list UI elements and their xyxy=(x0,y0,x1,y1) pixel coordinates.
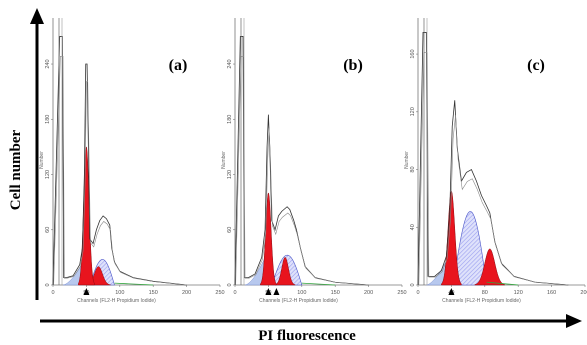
fit-outline xyxy=(418,52,570,286)
y-tick-label: 240 xyxy=(45,59,51,68)
histogram-panel-1: 060120180240050100150200250NumberChannel… xyxy=(39,18,225,304)
y-tick-label: 60 xyxy=(45,227,51,233)
y-tick-label: 120 xyxy=(410,107,416,116)
y-tick-label: 120 xyxy=(227,170,233,179)
x-tick-label: 100 xyxy=(297,290,306,296)
y-axis-arrowhead xyxy=(30,8,44,24)
y-tick-label: 240 xyxy=(227,59,233,68)
x-tick-label: 160 xyxy=(547,290,556,296)
x-tick-label: 150 xyxy=(149,290,158,296)
x-tick-label: 0 xyxy=(233,290,236,296)
peak-marker xyxy=(448,288,455,295)
x-tick-label: 80 xyxy=(482,290,488,296)
panel-label: (a) xyxy=(169,57,188,74)
plot-y-label: Number xyxy=(39,151,45,169)
peak-marker xyxy=(83,288,90,295)
y-tick-label: 0 xyxy=(227,283,233,286)
x-tick-label: 0 xyxy=(416,290,419,296)
aggregate-line xyxy=(114,282,154,286)
x-tick-label: 250 xyxy=(397,290,406,296)
y-tick-label: 180 xyxy=(227,115,233,124)
x-tick-label: 100 xyxy=(115,290,124,296)
y-tick-label: 80 xyxy=(410,166,416,172)
raw-histogram-outline xyxy=(417,32,569,286)
x-axis-title: PI fluorescence xyxy=(258,328,356,344)
x-tick-label: 0 xyxy=(51,290,54,296)
plot-x-label: Channels (FL2-H Propidium Iodide) xyxy=(77,298,156,304)
y-tick-label: 0 xyxy=(410,283,416,286)
g1-peak xyxy=(260,192,277,286)
plot-x-label: Channels (FL2-H Propidium Iodide) xyxy=(442,298,521,304)
peak-marker xyxy=(273,288,280,295)
x-tick-label: 120 xyxy=(514,290,523,296)
plot-x-label: Channels (FL2-H Propidium Iodide) xyxy=(259,298,338,304)
s-phase-area xyxy=(452,211,487,286)
y-tick-label: 0 xyxy=(45,283,51,286)
histogram-panel-2: 060120180240050100150200250NumberChannel… xyxy=(221,18,407,304)
panel-label: (b) xyxy=(343,57,363,74)
aggregate-line xyxy=(301,282,336,286)
aggregate-line xyxy=(486,281,519,286)
g2-peak xyxy=(474,248,506,286)
x-tick-label: 150 xyxy=(331,290,340,296)
histogram-panel-3: 0408012016004080120160200NumberChannels … xyxy=(404,18,587,304)
plot-y-label: Number xyxy=(221,151,227,169)
y-tick-label: 60 xyxy=(227,227,233,233)
y-tick-label: 120 xyxy=(45,170,51,179)
y-axis-title: Cell number xyxy=(8,129,24,210)
peak-marker xyxy=(265,288,272,295)
panel-label: (c) xyxy=(527,57,545,74)
x-tick-label: 200 xyxy=(580,290,587,296)
y-tick-label: 160 xyxy=(410,49,416,58)
x-tick-label: 200 xyxy=(364,290,373,296)
x-axis-arrowhead xyxy=(566,314,582,328)
y-tick-label: 40 xyxy=(410,224,416,230)
fit-outline xyxy=(235,56,370,286)
fit-outline xyxy=(53,56,188,286)
g2-peak xyxy=(274,257,296,286)
panels: 060120180240050100150200250NumberChannel… xyxy=(39,18,587,304)
x-tick-label: 200 xyxy=(182,290,191,296)
raw-histogram-outline xyxy=(52,36,187,286)
x-tick-label: 250 xyxy=(215,290,224,296)
plot-y-label: Number xyxy=(404,151,410,169)
y-tick-label: 180 xyxy=(45,115,51,124)
